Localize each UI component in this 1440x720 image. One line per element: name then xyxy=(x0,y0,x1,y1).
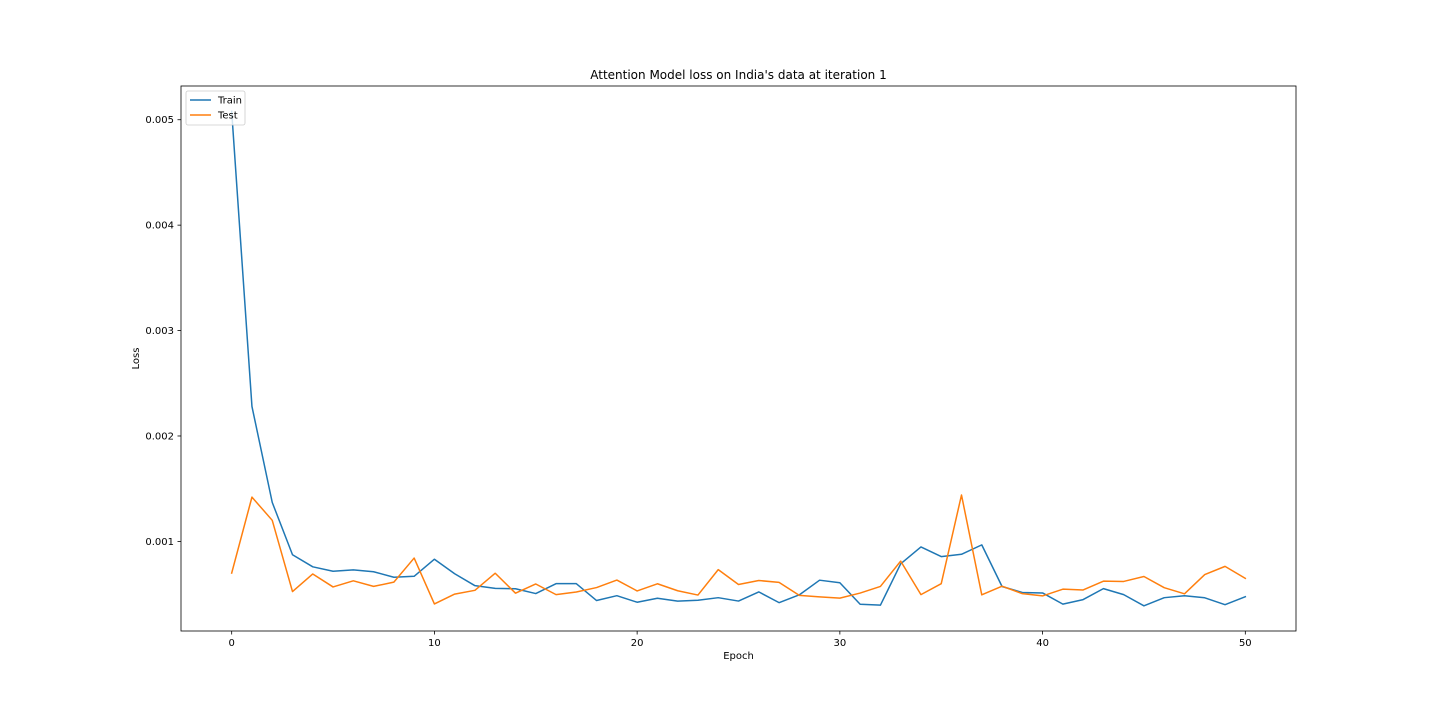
legend: Train Test xyxy=(185,90,246,126)
y-tick-label: 0.001 xyxy=(145,537,174,548)
legend-label-test: Test xyxy=(217,111,238,122)
y-axis: 0.001 0.002 0.003 0.004 0.005 xyxy=(145,115,181,548)
plot-area xyxy=(180,85,1297,632)
x-tick-label: 20 xyxy=(631,638,644,649)
series-line-train xyxy=(230,110,1247,607)
x-axis: 0 10 20 30 40 50 xyxy=(228,631,1252,649)
y-axis-title: Loss xyxy=(131,348,142,370)
chart-title: Attention Model loss on India's data at … xyxy=(590,68,886,82)
x-tick-label: 50 xyxy=(1239,638,1252,649)
x-tick-label: 10 xyxy=(428,638,441,649)
legend-label-train: Train xyxy=(217,96,242,107)
y-tick-label: 0.002 xyxy=(145,431,174,442)
plot-frame xyxy=(180,85,1297,632)
y-tick-label: 0.005 xyxy=(145,115,174,126)
series-line-test xyxy=(230,494,1247,605)
x-tick-label: 40 xyxy=(1036,638,1049,649)
y-tick-label: 0.003 xyxy=(145,326,174,337)
x-tick-label: 30 xyxy=(833,638,846,649)
x-tick-label: 0 xyxy=(228,638,234,649)
y-tick-label: 0.004 xyxy=(145,221,174,232)
x-axis-title: Epoch xyxy=(723,651,754,662)
